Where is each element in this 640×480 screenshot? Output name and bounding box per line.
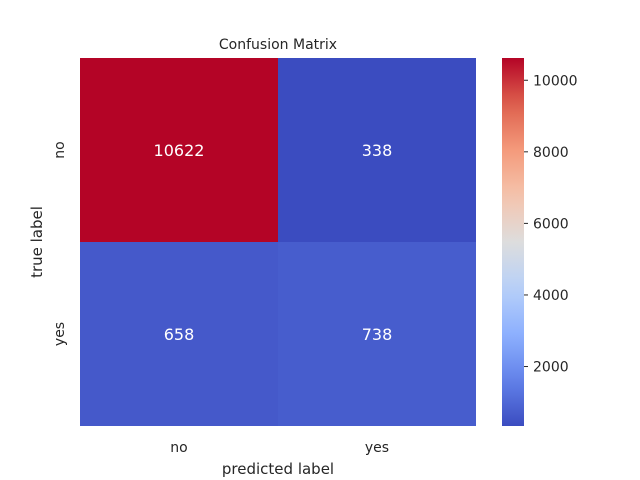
x-axis-label: predicted label — [222, 460, 334, 478]
y-tick-labels: no yes — [52, 141, 68, 346]
heatmap-cell — [278, 242, 476, 426]
colorbar-tick-label: 2000 — [533, 360, 569, 376]
colorbar — [502, 58, 524, 426]
chart-title: Confusion Matrix — [219, 37, 337, 53]
colorbar-ticks: 2000 4000 6000 8000 10000 — [524, 73, 578, 376]
cell-value-label: 658 — [164, 325, 195, 344]
colorbar-tick-label: 8000 — [533, 145, 569, 161]
x-tick-labels: no yes — [170, 440, 389, 456]
x-tick-label: no — [170, 440, 187, 456]
heatmap-cell — [80, 242, 278, 426]
colorbar-tick-label: 4000 — [533, 288, 569, 304]
y-tick-label: no — [52, 141, 68, 158]
y-axis-label: true label — [28, 206, 46, 278]
cell-value-label: 738 — [362, 325, 393, 344]
cell-value-label: 338 — [362, 141, 393, 160]
heatmap-cell — [278, 58, 476, 242]
cell-value-label: 10622 — [154, 141, 205, 160]
y-tick-label: yes — [52, 322, 68, 346]
colorbar-tick-label: 10000 — [533, 73, 578, 89]
colorbar-tick-label: 6000 — [533, 216, 569, 232]
heatmap-cells — [80, 58, 476, 426]
x-tick-label: yes — [365, 440, 389, 456]
heatmap-cell — [80, 58, 278, 242]
cell-annotations: 10622 338 658 738 — [154, 141, 393, 344]
